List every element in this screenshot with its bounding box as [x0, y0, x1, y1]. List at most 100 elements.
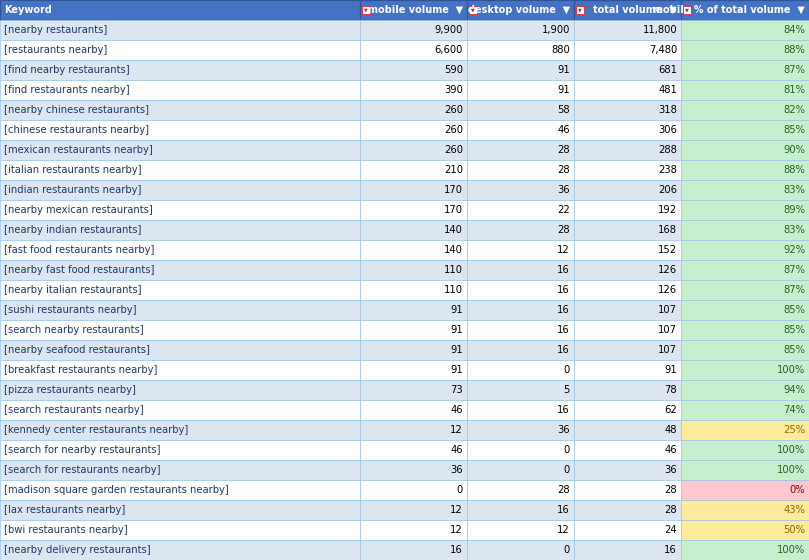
Bar [574, 440, 681, 460]
Text: 210: 210 [444, 165, 463, 175]
Bar [467, 120, 574, 140]
Bar [467, 420, 574, 440]
Bar [0, 480, 360, 500]
Bar [681, 60, 809, 80]
Bar [574, 220, 681, 240]
Bar [681, 540, 809, 560]
Bar [467, 400, 574, 420]
Text: 100%: 100% [777, 365, 805, 375]
Text: [nearby indian restaurants]: [nearby indian restaurants] [4, 225, 142, 235]
Bar [0, 520, 360, 540]
Bar [681, 320, 809, 340]
Bar [574, 180, 681, 200]
Bar [0, 60, 360, 80]
Bar [360, 380, 467, 400]
Text: 110: 110 [444, 285, 463, 295]
Text: 28: 28 [664, 485, 677, 495]
Bar [0, 120, 360, 140]
Bar [574, 80, 681, 100]
Bar [360, 140, 467, 160]
Text: 16: 16 [557, 305, 570, 315]
Text: 140: 140 [444, 245, 463, 255]
Text: 16: 16 [664, 545, 677, 555]
Bar [574, 200, 681, 220]
Bar [467, 540, 574, 560]
Bar [360, 500, 467, 520]
Text: 107: 107 [658, 345, 677, 355]
Bar [681, 20, 809, 40]
Text: 192: 192 [658, 205, 677, 215]
Bar [681, 240, 809, 260]
Text: 91: 91 [664, 365, 677, 375]
Bar [574, 460, 681, 480]
Text: mobile % of total volume  ▼: mobile % of total volume ▼ [653, 5, 805, 15]
Text: 87%: 87% [783, 65, 805, 75]
Text: [breakfast restaurants nearby]: [breakfast restaurants nearby] [4, 365, 158, 375]
Text: [nearby chinese restaurants]: [nearby chinese restaurants] [4, 105, 149, 115]
Text: 100%: 100% [777, 545, 805, 555]
Text: [find nearby restaurants]: [find nearby restaurants] [4, 65, 129, 75]
Text: 87%: 87% [783, 265, 805, 275]
Text: [indian restaurants nearby]: [indian restaurants nearby] [4, 185, 142, 195]
Bar [0, 420, 360, 440]
Text: 74%: 74% [783, 405, 805, 415]
Bar [574, 360, 681, 380]
Text: 16: 16 [451, 545, 463, 555]
Bar [362, 6, 370, 14]
Text: 260: 260 [444, 125, 463, 135]
Bar [574, 120, 681, 140]
Bar [360, 460, 467, 480]
Text: [nearby seafood restaurants]: [nearby seafood restaurants] [4, 345, 150, 355]
Text: 50%: 50% [783, 525, 805, 535]
Bar [467, 480, 574, 500]
Text: 43%: 43% [783, 505, 805, 515]
Text: 0: 0 [564, 545, 570, 555]
Bar [681, 340, 809, 360]
Text: 83%: 83% [783, 225, 805, 235]
Text: mobile volume  ▼: mobile volume ▼ [368, 5, 463, 15]
Bar [360, 520, 467, 540]
Bar [0, 160, 360, 180]
Text: [chinese restaurants nearby]: [chinese restaurants nearby] [4, 125, 149, 135]
Bar [0, 340, 360, 360]
Bar [0, 40, 360, 60]
Text: 87%: 87% [783, 285, 805, 295]
Bar [681, 400, 809, 420]
Bar [467, 500, 574, 520]
Text: 288: 288 [659, 145, 677, 155]
Text: [search nearby restaurants]: [search nearby restaurants] [4, 325, 144, 335]
Bar [467, 160, 574, 180]
Bar [681, 220, 809, 240]
Text: 85%: 85% [783, 125, 805, 135]
Bar [0, 200, 360, 220]
Text: 85%: 85% [783, 305, 805, 315]
Text: 92%: 92% [783, 245, 805, 255]
Text: Keyword: Keyword [4, 5, 52, 15]
Text: 0: 0 [564, 445, 570, 455]
Text: 306: 306 [659, 125, 677, 135]
Bar [467, 220, 574, 240]
Text: 880: 880 [551, 45, 570, 55]
Bar [360, 180, 467, 200]
Text: 36: 36 [557, 185, 570, 195]
Text: 85%: 85% [783, 345, 805, 355]
Text: 25%: 25% [783, 425, 805, 435]
Text: 12: 12 [557, 525, 570, 535]
Text: 16: 16 [557, 345, 570, 355]
Bar [360, 320, 467, 340]
Bar [467, 320, 574, 340]
Text: 46: 46 [664, 445, 677, 455]
Bar [0, 100, 360, 120]
Text: 16: 16 [557, 505, 570, 515]
Bar [574, 380, 681, 400]
Bar [0, 440, 360, 460]
Text: 28: 28 [557, 485, 570, 495]
Bar [360, 160, 467, 180]
Bar [0, 260, 360, 280]
Bar [360, 240, 467, 260]
Bar [0, 240, 360, 260]
Text: 88%: 88% [783, 45, 805, 55]
Bar [681, 300, 809, 320]
Text: 36: 36 [664, 465, 677, 475]
Text: [madison square garden restaurants nearby]: [madison square garden restaurants nearb… [4, 485, 229, 495]
